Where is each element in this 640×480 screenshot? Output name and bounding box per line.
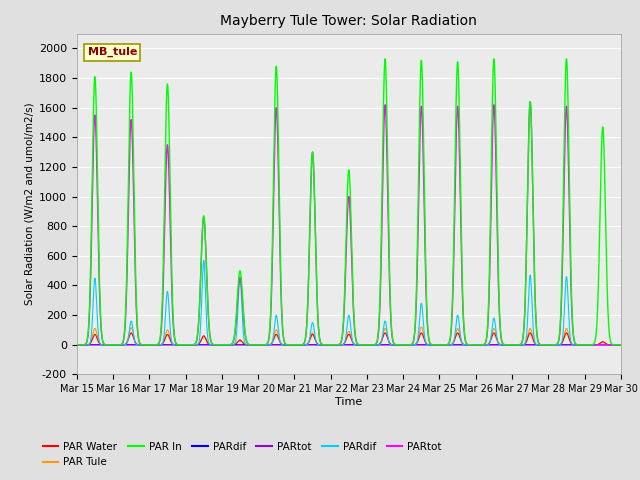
Text: MB_tule: MB_tule xyxy=(88,47,137,58)
Y-axis label: Solar Radiation (W/m2 and umol/m2/s): Solar Radiation (W/m2 and umol/m2/s) xyxy=(25,103,35,305)
Legend: PAR Water, PAR Tule, PAR In, PARdif, PARtot, PARdif, PARtot: PAR Water, PAR Tule, PAR In, PARdif, PAR… xyxy=(38,438,446,471)
Title: Mayberry Tule Tower: Solar Radiation: Mayberry Tule Tower: Solar Radiation xyxy=(220,14,477,28)
X-axis label: Time: Time xyxy=(335,397,362,407)
